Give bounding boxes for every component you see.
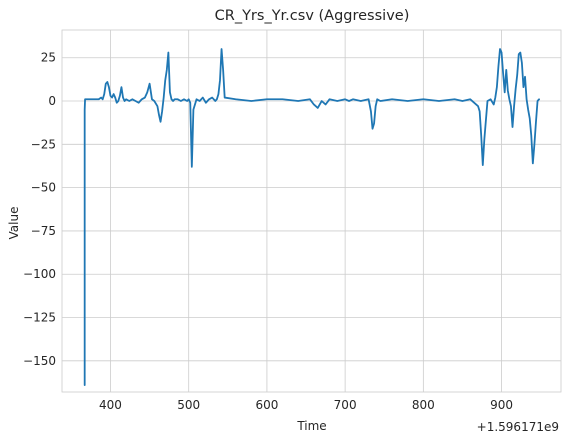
y-axis-label: Value xyxy=(7,207,21,240)
x-axis-label: Time xyxy=(296,419,326,433)
x-tick-label: 500 xyxy=(177,398,200,412)
x-tick-label: 700 xyxy=(334,398,357,412)
x-tick-label: 900 xyxy=(490,398,513,412)
chart-title: CR_Yrs_Yr.csv (Aggressive) xyxy=(215,8,410,24)
x-tick-label: 400 xyxy=(99,398,122,412)
y-tick-label: −150 xyxy=(23,354,56,368)
y-tick-label: −100 xyxy=(23,267,56,281)
y-tick-label: −75 xyxy=(31,224,56,238)
y-axis-ticks: 25 0 −25 −50 −75 −100 −125 −150 xyxy=(23,51,56,368)
x-axis-offset-label: +1.596171e9 xyxy=(477,420,559,434)
series-line xyxy=(83,48,540,386)
y-tick-label: −50 xyxy=(31,181,56,195)
y-tick-label: 25 xyxy=(41,51,56,65)
plot-frame xyxy=(61,29,562,393)
x-tick-label: 800 xyxy=(412,398,435,412)
y-tick-label: −125 xyxy=(23,311,56,325)
y-tick-label: 0 xyxy=(48,94,56,108)
grid xyxy=(62,30,561,392)
y-tick-label: −25 xyxy=(31,137,56,151)
x-tick-label: 600 xyxy=(255,398,278,412)
x-axis-ticks: 400 500 600 700 800 900 xyxy=(99,398,513,412)
